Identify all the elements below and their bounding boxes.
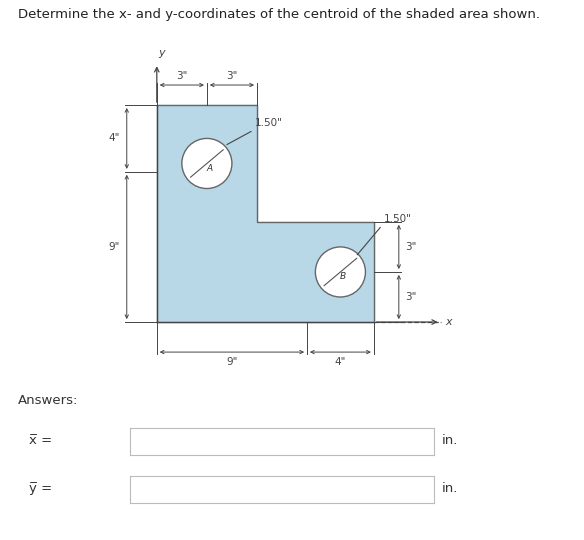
Text: B: B [340, 273, 346, 281]
Text: 3": 3" [405, 242, 417, 252]
Text: 4": 4" [335, 357, 346, 367]
Text: Answers:: Answers: [18, 394, 78, 407]
Text: i: i [114, 483, 119, 496]
Text: 9": 9" [226, 357, 238, 367]
Text: 1.50": 1.50" [255, 118, 283, 129]
Text: in.: in. [442, 434, 458, 447]
Text: 3": 3" [405, 292, 417, 302]
Text: x̅ =: x̅ = [29, 434, 53, 447]
Text: A: A [206, 164, 213, 173]
Circle shape [182, 138, 232, 188]
Text: 9": 9" [109, 242, 120, 252]
Text: x: x [446, 317, 452, 327]
Polygon shape [157, 105, 374, 322]
Text: in.: in. [442, 482, 458, 495]
Text: y̅ =: y̅ = [29, 482, 53, 495]
Text: i: i [114, 435, 119, 448]
Circle shape [315, 247, 366, 297]
Text: y: y [158, 48, 165, 58]
Text: 1.50": 1.50" [384, 213, 412, 224]
Text: 3": 3" [226, 71, 238, 81]
Text: Determine the x- and y-coordinates of the centroid of the shaded area shown.: Determine the x- and y-coordinates of th… [18, 8, 540, 21]
Text: 4": 4" [109, 133, 120, 144]
Text: 3": 3" [176, 71, 187, 81]
